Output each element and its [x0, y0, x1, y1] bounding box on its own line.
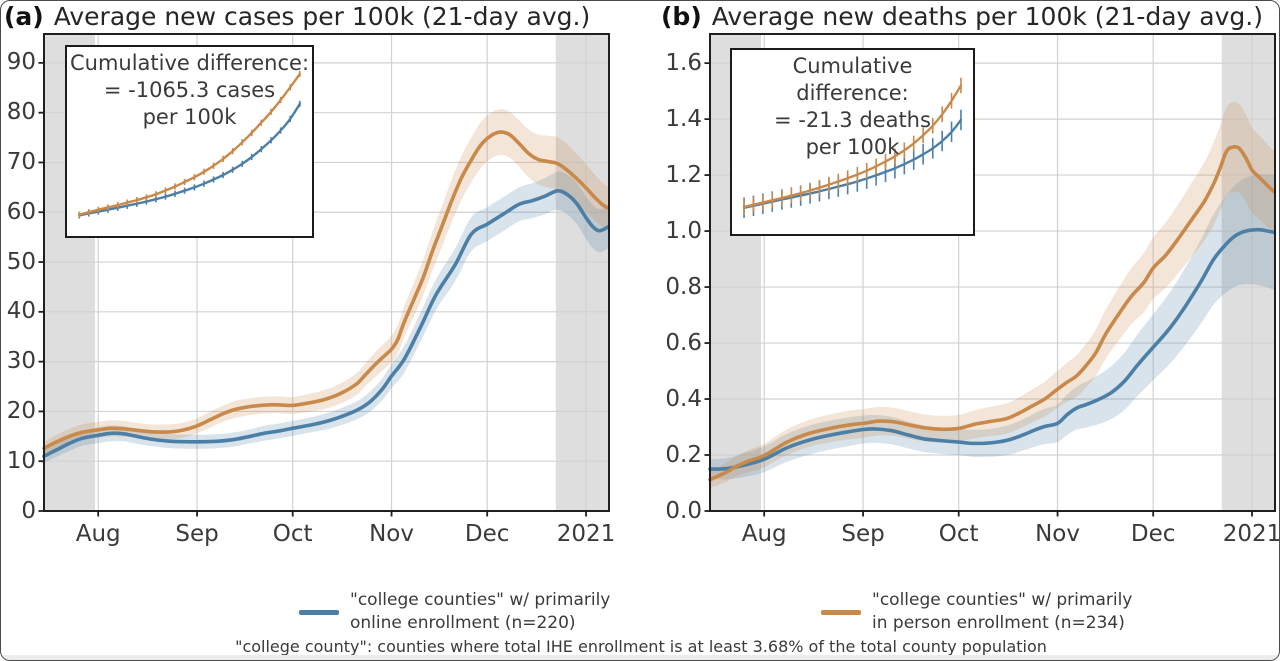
chart-a-cumulative-inset: Cumulative difference: = -1065.3 cases p… [65, 45, 314, 238]
y-tick-label: 0.6 [665, 329, 702, 356]
legend-online-line1: "college counties" w/ primarily [350, 590, 611, 610]
x-tick-label: Dec [1130, 521, 1176, 547]
legend-label-in-person: "college counties" w/ primarily in perso… [872, 589, 1132, 635]
chart-b-plot-area: Aug Sep Oct Nov Dec 2021 0.0 0.2 0.4 0.6 0.8 1.0 1.2… [665, 33, 1279, 547]
legend-entry-online: "college counties" w/ primarily online e… [299, 589, 610, 635]
x-tick-label: 2021 [556, 521, 616, 547]
chart-b-cumulative-inset: Cumulative difference: = -21.3 deaths pe… [730, 48, 975, 236]
panel-a-title-text: Average new cases per 100k (21-day avg.) [53, 2, 591, 31]
y-tick-label: 90 [6, 49, 36, 76]
footnote: "college county": counties where total I… [235, 637, 1047, 656]
y-tick-label: 70 [6, 148, 36, 175]
y-tick-label: 20 [6, 397, 36, 424]
x-tick-label: Nov [369, 521, 414, 547]
legend-entry-in-person: "college counties" w/ primarily in perso… [821, 589, 1132, 635]
x-tick-label: Dec [464, 521, 510, 547]
y-tick-label: 1.4 [665, 105, 702, 132]
y-tick-label: 0.0 [665, 497, 702, 524]
online-line-swatch [299, 609, 339, 615]
y-tick-label: 80 [6, 99, 36, 126]
chart-a-inset-canvas [78, 70, 301, 219]
x-tick-label: Aug [75, 521, 121, 547]
in-person-line-swatch [821, 609, 861, 615]
y-tick-label: 1.2 [665, 161, 702, 188]
y-tick-label: 40 [6, 298, 36, 325]
y-tick-label: 0.2 [665, 441, 702, 468]
legend-online-line2: online enrollment (n=220) [350, 613, 576, 633]
panel-a-title: (a) Average new cases per 100k (21-day av… [4, 2, 590, 31]
panel-b-title: (b) Average new deaths per 100k (21-day a… [661, 2, 1263, 31]
chart-b-inset-canvas [742, 77, 963, 218]
x-tick-label: Oct [272, 521, 313, 547]
x-tick-label: Nov [1035, 521, 1080, 547]
panel-a-prefix: (a) [4, 2, 44, 31]
y-tick-label: 60 [6, 198, 36, 225]
x-tick-label: Sep [841, 521, 885, 547]
panel-b-prefix: (b) [661, 2, 702, 31]
legend-in-person-line1: "college counties" w/ primarily [872, 590, 1133, 610]
legend-in-person-line2: in person enrollment (n=234) [872, 613, 1125, 633]
y-tick-label: 1.6 [665, 49, 702, 76]
x-tick-label: Sep [175, 521, 219, 547]
panel-b-title-text: Average new deaths per 100k (21-day avg.… [711, 2, 1263, 31]
y-tick-label: 1.0 [665, 217, 702, 244]
x-tick-label: Oct [938, 521, 979, 547]
legend-label-online: "college counties" w/ primarily online e… [350, 589, 610, 635]
y-tick-label: 30 [6, 348, 36, 375]
y-tick-label: 0 [21, 497, 36, 524]
y-tick-label: 50 [6, 248, 36, 275]
y-tick-label: 0.8 [665, 273, 702, 300]
x-tick-label: Aug [741, 521, 787, 547]
y-tick-label: 0.4 [665, 385, 702, 412]
y-tick-label: 10 [6, 447, 36, 474]
legend: "college counties" w/ primarily online e… [1, 584, 1279, 636]
window-bottom-edge [1, 655, 1279, 660]
x-tick-label: 2021 [1222, 521, 1280, 547]
